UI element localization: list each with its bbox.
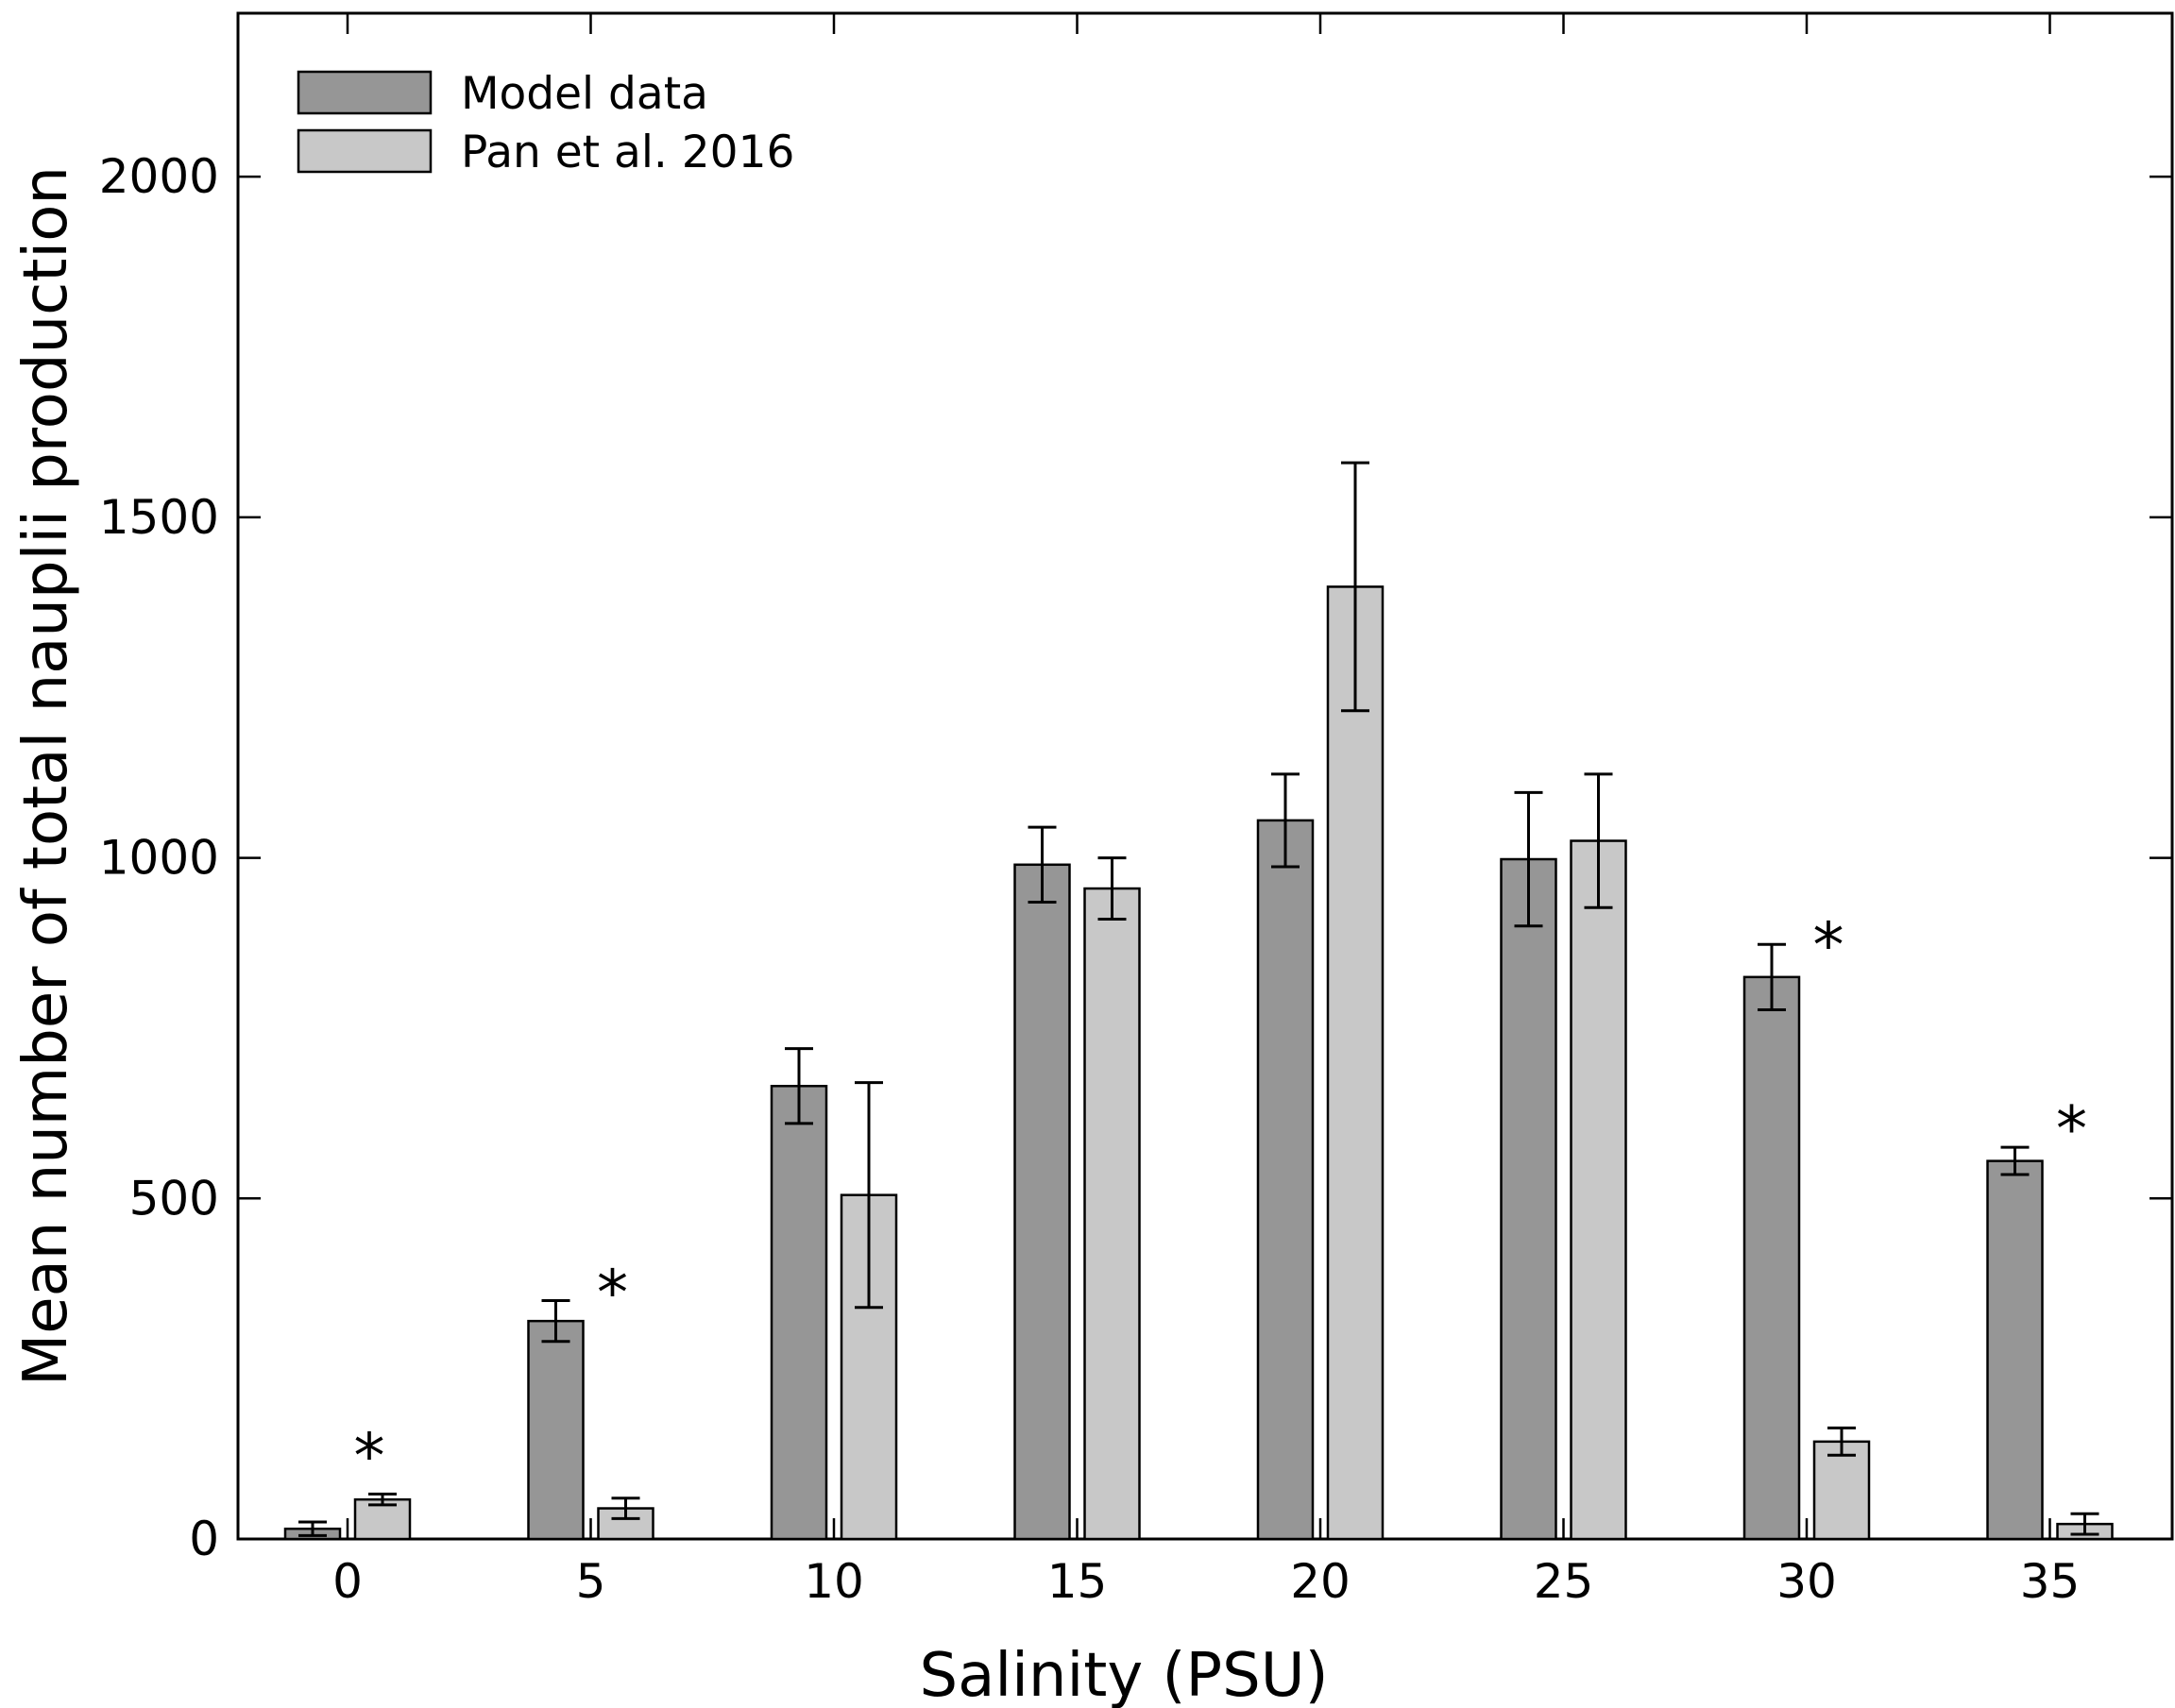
x-tick-label: 5 bbox=[576, 1554, 606, 1609]
x-tick-label: 20 bbox=[1290, 1554, 1351, 1609]
x-tick-label: 25 bbox=[1534, 1554, 1594, 1609]
y-tick-label: 500 bbox=[129, 1171, 219, 1226]
x-tick-label: 30 bbox=[1776, 1554, 1837, 1609]
model-bar bbox=[1986, 1159, 2044, 1541]
x-tick-label: 35 bbox=[2020, 1554, 2081, 1609]
legend-swatch bbox=[297, 128, 433, 174]
y-tick-label: 2000 bbox=[99, 149, 219, 204]
model-bar bbox=[1256, 819, 1315, 1541]
legend-swatch bbox=[297, 70, 433, 115]
model-bar bbox=[770, 1085, 828, 1541]
model-bar bbox=[1742, 975, 1801, 1541]
legend-label: Model data bbox=[461, 68, 708, 120]
significance-star: * bbox=[354, 1420, 385, 1493]
y-tick-label: 0 bbox=[189, 1512, 219, 1566]
y-tick-label: 1000 bbox=[99, 831, 219, 886]
x-tick-label: 15 bbox=[1047, 1554, 1108, 1609]
pan-bar bbox=[1570, 839, 1627, 1541]
pan-bar bbox=[1326, 585, 1385, 1541]
significance-star: * bbox=[1813, 909, 1844, 982]
significance-star: * bbox=[597, 1257, 628, 1329]
legend-label: Pan et al. 2016 bbox=[461, 127, 794, 178]
pan-bar bbox=[1083, 887, 1141, 1541]
model-bar bbox=[527, 1319, 585, 1541]
y-axis-label: Mean number of total nauplii production bbox=[11, 166, 81, 1386]
pan-bar bbox=[1812, 1440, 1871, 1541]
y-tick-label: 1500 bbox=[99, 490, 219, 545]
model-bar bbox=[1013, 863, 1071, 1541]
model-bar bbox=[1500, 857, 1557, 1541]
plot-frame bbox=[236, 11, 2174, 1541]
x-tick-label: 10 bbox=[804, 1554, 864, 1609]
x-axis-label: Salinity (PSU) bbox=[919, 1641, 1328, 1708]
x-tick-label: 0 bbox=[332, 1554, 363, 1609]
significance-star: * bbox=[2056, 1093, 2087, 1166]
